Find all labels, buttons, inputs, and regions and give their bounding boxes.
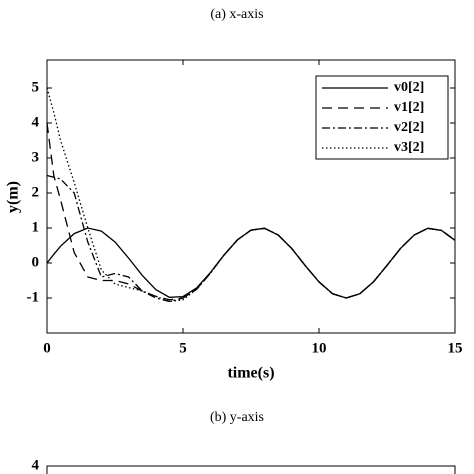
legend-label: v1[2] [394,100,424,115]
legend-label: v3[2] [394,140,424,155]
series-line [46,174,456,303]
y-tick-label: 2 [32,184,40,200]
y-tick-label: -1 [27,289,40,305]
legend-label: v0[2] [394,80,424,95]
y-axis-label: y(m) [5,181,22,213]
series-line [46,87,456,303]
x-axis-label: time(s) [227,365,274,382]
y-tick-label: 4 [32,114,40,130]
plot-frame [46,59,456,334]
y-tick-label: 0 [32,254,40,270]
y-tick-label: 4 [32,457,40,473]
series-line [46,227,456,299]
x-tick-label: 10 [312,340,327,356]
chart-title: (b) y-axis [210,410,264,425]
y-tick-label: 5 [32,79,40,95]
x-tick-label: 15 [448,340,463,356]
chart-title: (a) x-axis [210,7,263,22]
x-tick-label: 0 [43,340,51,356]
y-tick-label: 1 [32,219,40,235]
x-tick-label: 5 [179,340,187,356]
legend-label: v2[2] [394,120,424,135]
legend-box [315,75,449,160]
y-tick-label: 3 [32,149,40,165]
plot-frame [46,465,456,474]
